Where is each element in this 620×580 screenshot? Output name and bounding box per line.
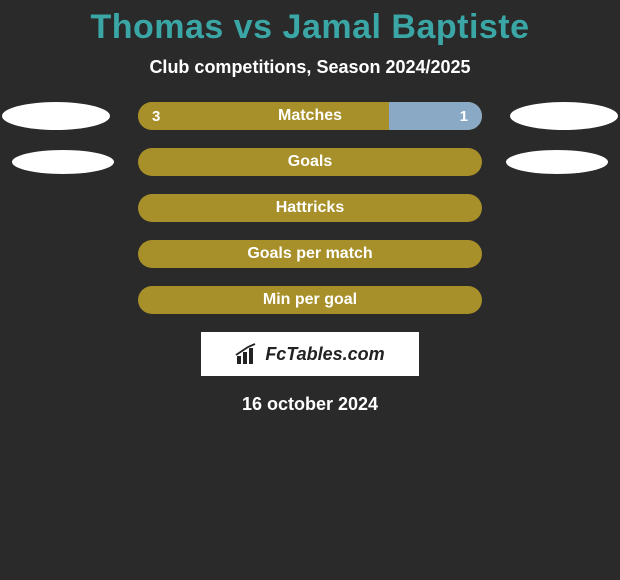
stat-row: Goals per match bbox=[0, 240, 620, 268]
stat-bar: Hattricks bbox=[138, 194, 482, 222]
date-text: 16 october 2024 bbox=[0, 394, 620, 415]
logo-box: FcTables.com bbox=[201, 332, 419, 376]
player-left-ellipse bbox=[2, 102, 110, 130]
stat-bar: Goals per match bbox=[138, 240, 482, 268]
comparison-container: Thomas vs Jamal Baptiste Club competitio… bbox=[0, 0, 620, 415]
page-title: Thomas vs Jamal Baptiste bbox=[0, 8, 620, 47]
page-subtitle: Club competitions, Season 2024/2025 bbox=[0, 57, 620, 78]
stat-bar: 31Matches bbox=[138, 102, 482, 130]
stat-bar-left bbox=[138, 148, 482, 176]
stat-bar: Goals bbox=[138, 148, 482, 176]
stat-bar: Min per goal bbox=[138, 286, 482, 314]
stat-bar-left: 3 bbox=[138, 102, 389, 130]
stat-row: Goals bbox=[0, 148, 620, 176]
stat-row: Hattricks bbox=[0, 194, 620, 222]
stat-bar-left bbox=[138, 240, 482, 268]
player-right-ellipse bbox=[510, 102, 618, 130]
bar-chart-icon bbox=[235, 342, 259, 366]
stat-bar-left bbox=[138, 286, 482, 314]
stat-row: 31Matches bbox=[0, 102, 620, 130]
rows-host: 31Matches Goals Hattricks Goals per match Mi… bbox=[0, 102, 620, 314]
player-left-ellipse bbox=[12, 150, 114, 174]
logo-text: FcTables.com bbox=[265, 344, 384, 365]
stat-row: Min per goal bbox=[0, 286, 620, 314]
stat-bar-left bbox=[138, 194, 482, 222]
player-right-ellipse bbox=[506, 150, 608, 174]
logo-inner: FcTables.com bbox=[235, 342, 384, 366]
stat-bar-right: 1 bbox=[389, 102, 482, 130]
